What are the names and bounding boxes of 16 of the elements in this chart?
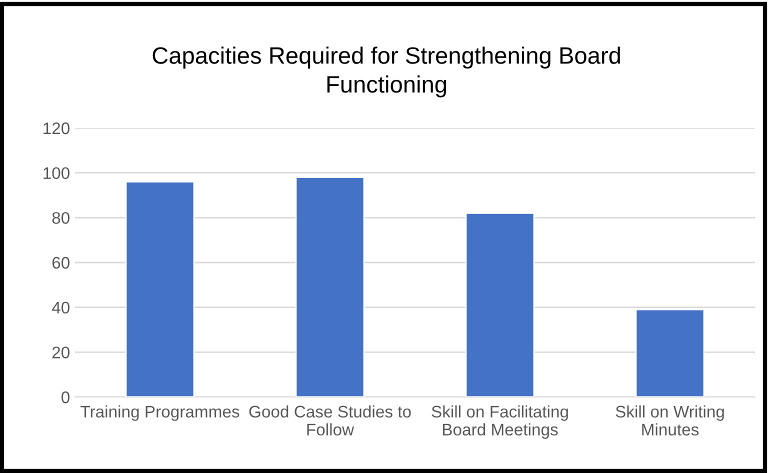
bar (635, 308, 705, 397)
x-tick-label: Skill on Writing Minutes (616, 405, 724, 436)
y-tick-label: 20 (52, 346, 70, 358)
x-tick-label: Good Case Studies to Follow (249, 405, 411, 436)
bar (125, 181, 195, 397)
x-tick-label: Training Programmes (80, 405, 240, 421)
y-tick-label: 80 (52, 212, 70, 224)
chart-title: Capacities Required for Strengthening Board Functioning (152, 46, 620, 98)
y-tick-label: 60 (52, 256, 70, 269)
bar (295, 176, 365, 397)
y-tick-label: 0 (62, 391, 70, 404)
bar (465, 212, 535, 397)
x-tick-label: Skill on Facilitating Board Meetings (432, 405, 568, 439)
y-tick-label: 40 (52, 302, 70, 314)
y-tick-label: 100 (44, 167, 70, 180)
y-tick-label: 120 (44, 122, 70, 134)
